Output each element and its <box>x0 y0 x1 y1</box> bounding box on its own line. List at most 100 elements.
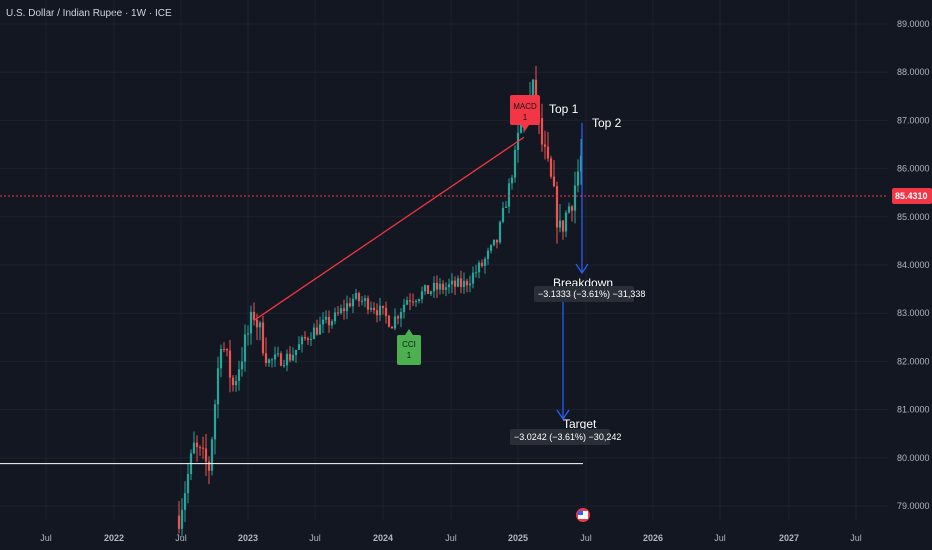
candle[interactable] <box>285 353 289 366</box>
candle[interactable] <box>279 353 283 366</box>
candle[interactable] <box>555 186 559 228</box>
candle[interactable] <box>297 344 301 350</box>
candle[interactable] <box>483 258 487 266</box>
candle[interactable] <box>327 316 331 326</box>
candle[interactable] <box>477 262 481 273</box>
candle[interactable] <box>276 353 280 355</box>
candle[interactable] <box>195 442 199 448</box>
candle[interactable] <box>237 369 241 381</box>
candle[interactable] <box>324 316 328 320</box>
trend-line[interactable] <box>253 136 525 321</box>
candle[interactable] <box>369 307 373 310</box>
candle[interactable] <box>465 280 469 286</box>
candle[interactable] <box>507 183 511 207</box>
candle[interactable] <box>396 316 400 319</box>
candle[interactable] <box>423 285 427 292</box>
candle[interactable] <box>213 404 217 440</box>
candle[interactable] <box>531 79 535 97</box>
candle[interactable] <box>405 300 409 305</box>
candle[interactable] <box>351 298 355 307</box>
candle[interactable] <box>390 326 394 329</box>
candle[interactable] <box>228 350 232 378</box>
candle[interactable] <box>456 278 460 287</box>
candle[interactable] <box>336 312 340 314</box>
candle[interactable] <box>330 321 334 326</box>
candle[interactable] <box>459 278 463 288</box>
candle[interactable] <box>264 353 268 363</box>
candle[interactable] <box>186 474 190 494</box>
candle[interactable] <box>378 305 382 316</box>
candle[interactable] <box>219 349 223 369</box>
candle[interactable] <box>570 206 574 211</box>
candle[interactable] <box>234 380 238 386</box>
candle[interactable] <box>561 220 565 232</box>
candle[interactable] <box>306 338 310 340</box>
candle[interactable] <box>357 293 361 302</box>
candle[interactable] <box>489 245 493 251</box>
candle[interactable] <box>294 349 298 355</box>
macd-badge[interactable] <box>510 95 540 125</box>
candle[interactable] <box>309 338 313 340</box>
candle[interactable] <box>432 282 436 292</box>
candle[interactable] <box>255 319 259 328</box>
candle[interactable] <box>231 377 235 386</box>
candle[interactable] <box>399 312 403 319</box>
candle[interactable] <box>249 311 253 334</box>
candle[interactable] <box>444 287 448 290</box>
candle[interactable] <box>372 307 376 311</box>
candle[interactable] <box>429 291 433 294</box>
candle[interactable] <box>198 447 202 449</box>
candle[interactable] <box>180 509 184 529</box>
candle[interactable] <box>375 310 379 316</box>
candle[interactable] <box>480 262 484 266</box>
candle[interactable] <box>216 368 220 405</box>
candle[interactable] <box>492 239 496 246</box>
candle[interactable] <box>354 293 358 299</box>
candle[interactable] <box>258 322 262 328</box>
candle[interactable] <box>291 354 295 361</box>
candle[interactable] <box>471 272 475 284</box>
candle[interactable] <box>252 311 256 320</box>
measurement-box[interactable] <box>534 286 634 302</box>
candle[interactable] <box>540 118 544 145</box>
candle[interactable] <box>240 361 244 370</box>
candle[interactable] <box>207 461 211 471</box>
candle[interactable] <box>288 353 292 361</box>
measurement-box[interactable] <box>510 429 610 445</box>
cci-badge[interactable] <box>397 335 421 365</box>
candle[interactable] <box>450 280 454 285</box>
candle[interactable] <box>303 337 307 339</box>
candle[interactable] <box>243 334 247 362</box>
candle[interactable] <box>381 305 385 308</box>
candle[interactable] <box>447 284 451 288</box>
candle[interactable] <box>462 280 466 288</box>
candle[interactable] <box>384 307 388 316</box>
candle[interactable] <box>363 298 367 301</box>
candle[interactable] <box>549 158 553 177</box>
candle[interactable] <box>366 298 370 310</box>
candle[interactable] <box>183 493 187 510</box>
candle[interactable] <box>558 220 562 228</box>
candle[interactable] <box>468 283 472 286</box>
candle[interactable] <box>579 155 583 172</box>
candle[interactable] <box>204 448 208 462</box>
candle[interactable] <box>543 144 547 147</box>
candle[interactable] <box>420 291 424 300</box>
candle[interactable] <box>501 207 505 222</box>
candle[interactable] <box>519 122 523 133</box>
candle[interactable] <box>318 324 322 335</box>
candle[interactable] <box>321 319 325 325</box>
candle[interactable] <box>348 303 352 307</box>
candle[interactable] <box>177 515 181 529</box>
candle[interactable] <box>552 176 556 187</box>
candle[interactable] <box>270 359 274 361</box>
candle[interactable] <box>513 149 517 178</box>
candle[interactable] <box>564 212 568 232</box>
candle[interactable] <box>222 349 226 351</box>
candle[interactable] <box>486 250 490 259</box>
candle[interactable] <box>267 359 271 363</box>
candle[interactable] <box>402 304 406 313</box>
candle[interactable] <box>546 146 550 159</box>
candle[interactable] <box>510 177 514 184</box>
